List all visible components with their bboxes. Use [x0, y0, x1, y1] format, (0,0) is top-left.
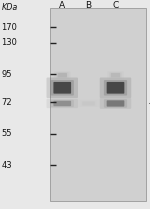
FancyBboxPatch shape — [77, 100, 100, 107]
FancyBboxPatch shape — [104, 80, 127, 96]
Text: 43: 43 — [2, 161, 12, 170]
Text: 72: 72 — [2, 98, 12, 107]
FancyBboxPatch shape — [51, 100, 74, 107]
Bar — [50, 8, 146, 201]
FancyBboxPatch shape — [100, 98, 131, 109]
Text: 55: 55 — [2, 129, 12, 138]
Text: A: A — [59, 1, 65, 10]
FancyBboxPatch shape — [104, 99, 127, 108]
FancyBboxPatch shape — [53, 82, 71, 94]
FancyBboxPatch shape — [100, 78, 131, 98]
FancyBboxPatch shape — [54, 71, 71, 79]
FancyBboxPatch shape — [51, 80, 74, 96]
Text: 170: 170 — [2, 23, 17, 32]
FancyBboxPatch shape — [80, 101, 97, 106]
Text: KDa: KDa — [2, 3, 18, 12]
FancyBboxPatch shape — [107, 82, 124, 94]
FancyBboxPatch shape — [107, 100, 124, 107]
FancyBboxPatch shape — [56, 72, 69, 78]
FancyBboxPatch shape — [82, 101, 95, 106]
FancyBboxPatch shape — [57, 73, 67, 78]
FancyBboxPatch shape — [53, 101, 71, 106]
Text: B: B — [85, 1, 91, 10]
Text: C: C — [112, 1, 119, 10]
Text: 95: 95 — [2, 70, 12, 79]
FancyBboxPatch shape — [111, 73, 120, 78]
FancyBboxPatch shape — [46, 99, 78, 108]
FancyBboxPatch shape — [109, 72, 122, 78]
FancyBboxPatch shape — [107, 71, 124, 79]
Text: 130: 130 — [2, 38, 17, 47]
FancyBboxPatch shape — [46, 78, 78, 98]
